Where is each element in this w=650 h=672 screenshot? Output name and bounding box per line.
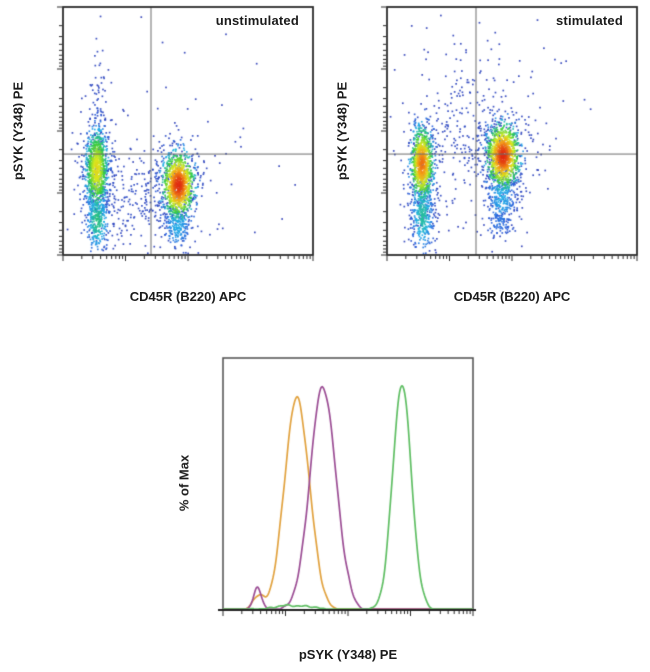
unstimulated-x-axis-label: CD45R (B220) APC: [129, 289, 247, 304]
stimulated-x-axis-label: CD45R (B220) APC: [453, 289, 571, 304]
unstimulated-y-axis-label: pSYK (Y348) PE: [10, 81, 26, 181]
stimulated-y-axis-label: pSYK (Y348) PE: [334, 81, 350, 181]
stimulated-plot-title: stimulated: [555, 13, 623, 28]
unstimulated-plot-title: unstimulated: [215, 13, 299, 28]
histogram-y-axis-label: % of Max: [176, 454, 192, 512]
histogram-x-axis-label: pSYK (Y348) PE: [298, 647, 398, 662]
